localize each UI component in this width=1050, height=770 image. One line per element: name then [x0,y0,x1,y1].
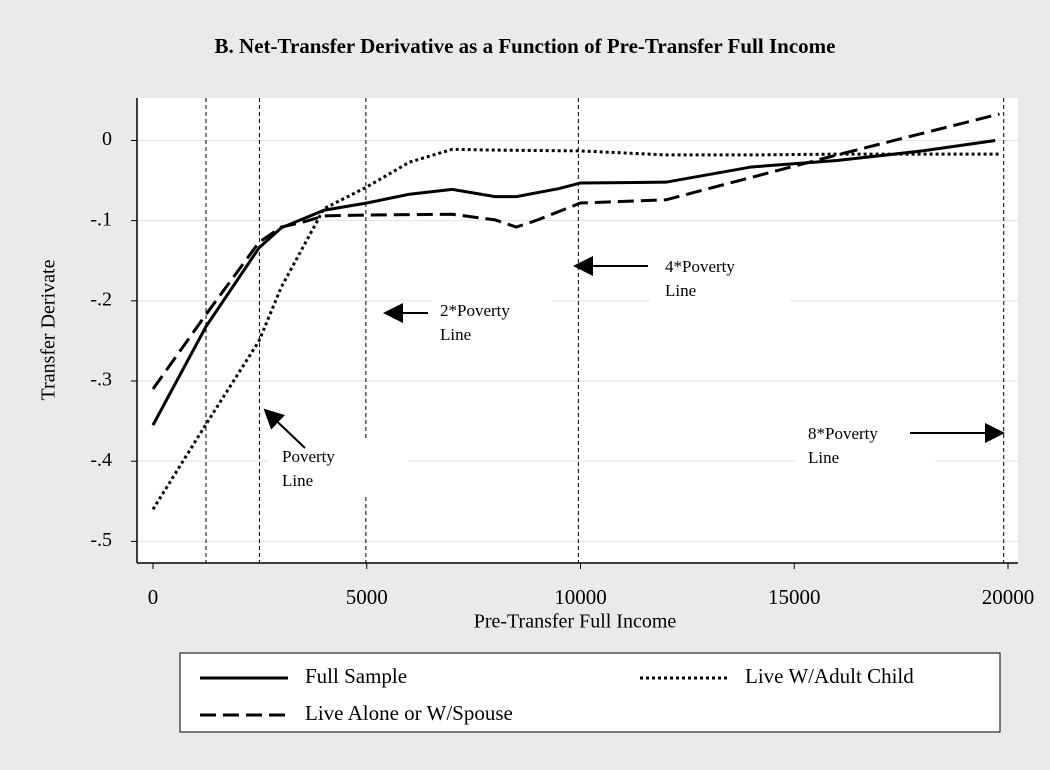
y-tick-label: -.2 [90,288,112,310]
y-axis-label: Transfer Derivate [38,259,60,400]
y-tick-label: 0 [102,128,112,150]
x-tick-label: 5000 [346,585,388,609]
legend [179,652,1001,733]
annotation-text: 8*Poverty [808,424,878,443]
legend-label: Live W/Adult Child [745,664,914,688]
annotation-arrow [263,408,306,449]
y-tick-label: -.5 [90,529,112,551]
annotation-box [432,295,552,355]
x-tick-label: 10000 [554,585,607,609]
y-tick-label: -.4 [90,449,112,471]
x-tick-label: 20000 [982,585,1035,609]
annotation-text: Line [440,325,471,344]
annotation-text: 2*Poverty [440,301,510,320]
annotation-box [650,250,790,310]
annotation-text: 4*Poverty [665,257,735,276]
legend-label: Live Alone or W/Spouse [305,701,513,725]
y-tick-label: -.1 [90,208,112,230]
series-line [151,139,996,426]
x-tick-label: 15000 [768,585,821,609]
annotation-box [795,418,935,478]
series-line [151,112,1000,390]
annotation-text: Line [282,471,313,490]
annotation-text: Line [665,281,696,300]
annotation-text: Line [808,448,839,467]
annotation-box [268,440,408,495]
legend-label: Full Sample [305,664,407,688]
chart-title: B. Net-Transfer Derivative as a Function… [215,34,836,58]
y-tick-label: -.3 [90,369,112,391]
series-line [151,147,1000,511]
annotation-text: Poverty [282,447,335,466]
x-axis-label: Pre-Transfer Full Income [474,611,677,633]
x-tick-label: 0 [148,585,159,609]
